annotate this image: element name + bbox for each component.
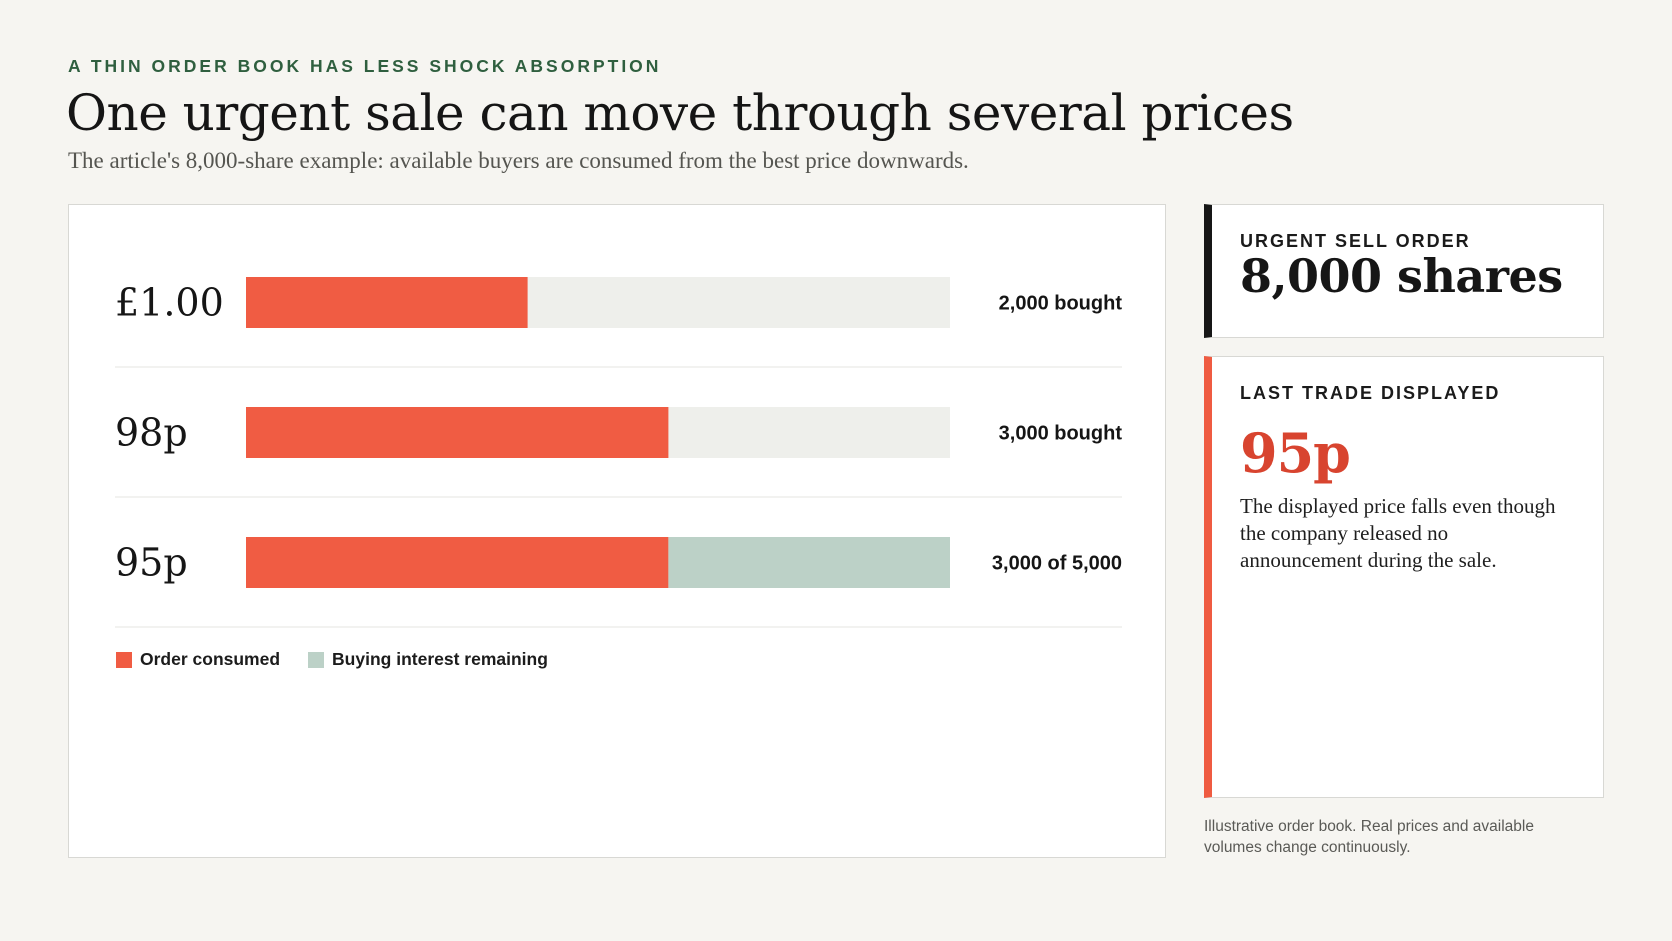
trade-card-value: 95p <box>1240 421 1351 485</box>
last-trade-card: LAST TRADE DISPLAYED 95p The displayed p… <box>1204 356 1604 798</box>
order-card-value: 8,000 shares <box>1240 249 1563 303</box>
legend-swatch-buying-interest <box>308 651 325 668</box>
data-label-row-2: 3,000 bought <box>999 423 1123 445</box>
legend-item-buying-interest: Buying interest remaining <box>308 649 548 670</box>
chart-legend: Order consumed Buying interest remaining <box>116 649 548 670</box>
legend-label-buying-interest: Buying interest remaining <box>332 649 548 669</box>
price-label-row-1: £1.00 <box>115 281 224 325</box>
bar-consumed-row-1 <box>246 277 528 328</box>
bar-consumed-row-2 <box>246 407 669 458</box>
legend-label-order-consumed: Order consumed <box>140 649 281 669</box>
page-title: One urgent sale can move through several… <box>66 84 1294 142</box>
data-label-row-1: 2,000 bought <box>999 293 1123 315</box>
bar-remaining-row-3 <box>668 537 950 588</box>
data-label-row-3: 3,000 of 5,000 <box>992 553 1122 575</box>
trade-card-label: LAST TRADE DISPLAYED <box>1240 383 1501 403</box>
page-subtitle: The article's 8,000-share example: avail… <box>68 148 969 173</box>
price-label-row-2: 98p <box>115 411 188 455</box>
trade-card-description: The displayed price falls even though th… <box>1240 494 1556 572</box>
price-label-row-3: 95p <box>115 541 188 585</box>
bar-consumed-row-3 <box>246 537 669 588</box>
order-book-chart-panel: £1.00 2,000 bought 98p 3,000 bought 95p 3,000… <box>68 204 1166 858</box>
kicker: A THIN ORDER BOOK HAS LESS SHOCK ABSORPT… <box>68 56 662 76</box>
legend-swatch-order-consumed <box>116 651 132 668</box>
order-card-label: URGENT SELL ORDER <box>1240 231 1471 251</box>
footnote: Illustrative order book. Real prices and… <box>1204 818 1534 856</box>
urgent-sell-order-card: URGENT SELL ORDER 8,000 shares <box>1204 204 1604 338</box>
order-book-chart: £1.00 2,000 bought 98p 3,000 bought 95p 3,000… <box>115 277 1123 628</box>
legend-item-order-consumed: Order consumed <box>116 649 280 670</box>
